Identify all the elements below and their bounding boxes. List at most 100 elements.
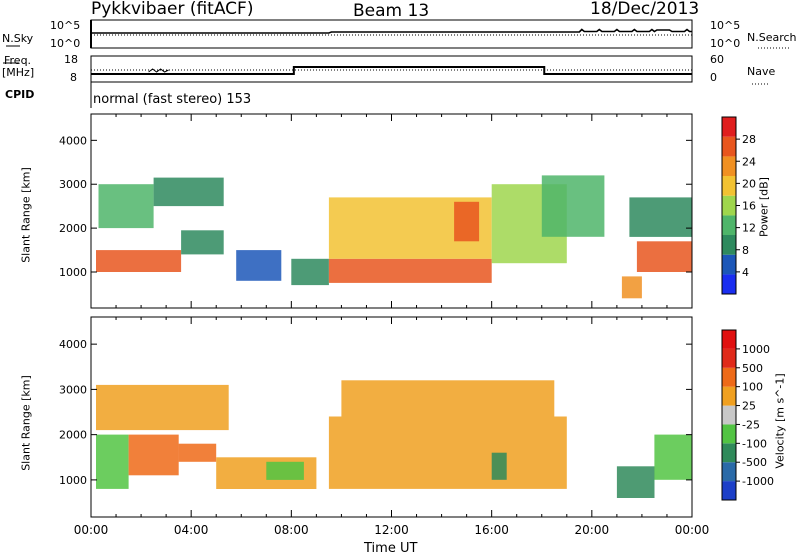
- nave-tick-low: 0: [710, 71, 717, 84]
- velocity-colorbar-segment: [722, 386, 736, 406]
- velocity-region-8: [491, 452, 507, 480]
- x-tick-label: 20:00: [575, 523, 610, 537]
- power-region-1: [181, 230, 224, 255]
- velocity-colorbar-tick-label: -500: [742, 456, 767, 469]
- power-data-layer: [96, 175, 692, 299]
- power-colorbar: [722, 117, 736, 294]
- velocity-region-0: [96, 434, 129, 489]
- freq-unit-label: [MHz]: [2, 66, 35, 79]
- velocity-region-1: [128, 434, 179, 476]
- power-colorbar-segment: [722, 156, 736, 176]
- beam-title: Beam 13: [353, 1, 430, 21]
- velocity-data-layer: [96, 380, 692, 498]
- velocity-colorbar-segment: [722, 330, 736, 349]
- power-region-11: [621, 276, 642, 299]
- velocity-region-2: [178, 443, 217, 462]
- power-region-6: [328, 258, 492, 283]
- freq-noise: [148, 68, 169, 73]
- power-colorbar-tick-label: 4: [742, 266, 749, 279]
- date-title: 18/Dec/2013: [590, 0, 700, 19]
- power-colorbar-tick-label: 16: [742, 200, 756, 213]
- power-region-3: [153, 177, 224, 207]
- cpid-text: normal (fast stereo) 153: [93, 92, 252, 107]
- velocity-colorbar-segment: [722, 481, 736, 500]
- nsky-tick-high: 10^5: [50, 19, 81, 32]
- power-ytick-label: 2000: [59, 222, 87, 235]
- x-tick-label: 00:00: [74, 523, 109, 537]
- velocity-colorbar-tick-label: 25: [742, 400, 756, 413]
- velocity-colorbar-segment: [722, 424, 736, 444]
- power-colorbar-tick-label: 20: [742, 177, 756, 190]
- power-colorbar-segment: [722, 176, 736, 196]
- velocity-region-3: [96, 384, 229, 431]
- power-colorbar-segment: [722, 117, 736, 137]
- power-colorbar-segment: [722, 254, 736, 275]
- velocity-ytick-label: 4000: [59, 338, 87, 351]
- radar-title: Pykkvibaer (fitACF): [91, 0, 254, 19]
- nsearch-label: N.Search: [747, 31, 797, 44]
- velocity-ytick-label: 1000: [59, 474, 87, 487]
- power-region-0: [96, 250, 182, 272]
- power-colorbar-segment: [722, 235, 736, 255]
- velocity-colorbar-segment: [722, 367, 736, 387]
- power-colorbar-tick-label: 12: [742, 222, 756, 235]
- velocity-colorbar-segment: [722, 405, 736, 425]
- velocity-colorbar-frame: [721, 329, 737, 501]
- cpid-label: CPID: [5, 88, 35, 101]
- power-ytick-label: 4000: [59, 134, 87, 147]
- velocity-ytick-label: 3000: [59, 383, 87, 396]
- velocity-region-7: [341, 380, 555, 417]
- power-region-10: [541, 175, 605, 237]
- power-colorbar-tick-label: 28: [742, 133, 756, 146]
- velocity-colorbar: [722, 330, 736, 500]
- power-region-2: [98, 184, 154, 229]
- velocity-region-6: [328, 416, 567, 489]
- velocity-ytick-label: 2000: [59, 429, 87, 442]
- freq-trace: [91, 66, 692, 75]
- power-colorbar-segment: [722, 215, 736, 235]
- nave-tick-high: 60: [710, 53, 724, 66]
- velocity-colorbar-tick-label: 1000: [742, 343, 770, 356]
- x-axis-label: Time UT: [364, 541, 418, 556]
- nsky-label: N.Sky: [2, 32, 34, 45]
- power-colorbar-segment: [722, 274, 736, 294]
- nsky-trace: [91, 28, 692, 34]
- freq-tick-high: 18: [64, 53, 78, 66]
- power-ytick-label: 3000: [59, 178, 87, 191]
- freq-tick-low: 8: [70, 71, 77, 84]
- power-colorbar-segment: [722, 195, 736, 216]
- x-tick-label: 08:00: [274, 523, 309, 537]
- velocity-colorbar-tick-label: -1000: [742, 475, 774, 488]
- velocity-colorbar-tick-label: -25: [742, 418, 760, 431]
- velocity-colorbar-segment: [722, 443, 736, 463]
- x-tick-label: 12:00: [374, 523, 409, 537]
- power-region-5: [291, 258, 329, 286]
- velocity-colorbar-segment: [722, 462, 736, 482]
- nsky-tick-low: 10^0: [50, 37, 81, 50]
- nave-label: Nave: [747, 65, 776, 78]
- velocity-region-9: [616, 466, 655, 498]
- velocity-colorbar-tick-label: 500: [742, 362, 763, 375]
- velocity-colorbar-tick-label: -100: [742, 437, 767, 450]
- nsky-strip-frame: [90, 19, 693, 49]
- x-tick-label: 00:00: [675, 523, 710, 537]
- velocity-colorbar-segment: [722, 348, 736, 368]
- power-colorbar-segment: [722, 136, 736, 157]
- nsearch-tick-high: 10^5: [710, 19, 741, 32]
- power-colorbar-tick-label: 8: [742, 244, 749, 257]
- nsearch-tick-low: 10^0: [710, 37, 741, 50]
- power-region-4: [236, 250, 282, 281]
- power-region-8: [454, 201, 480, 242]
- freq-strip-frame: [90, 55, 693, 83]
- x-tick-label: 04:00: [174, 523, 209, 537]
- power-colorbar-tick-label: 24: [742, 155, 756, 168]
- power-region-13: [629, 197, 692, 237]
- x-tick-label: 16:00: [474, 523, 509, 537]
- power-region-12: [636, 241, 692, 272]
- power-ytick-label: 1000: [59, 266, 87, 279]
- velocity-region-10: [654, 434, 692, 480]
- velocity-colorbar-tick-label: 100: [742, 381, 763, 394]
- velocity-region-5: [266, 461, 304, 480]
- freq-label: Freq.: [4, 54, 32, 67]
